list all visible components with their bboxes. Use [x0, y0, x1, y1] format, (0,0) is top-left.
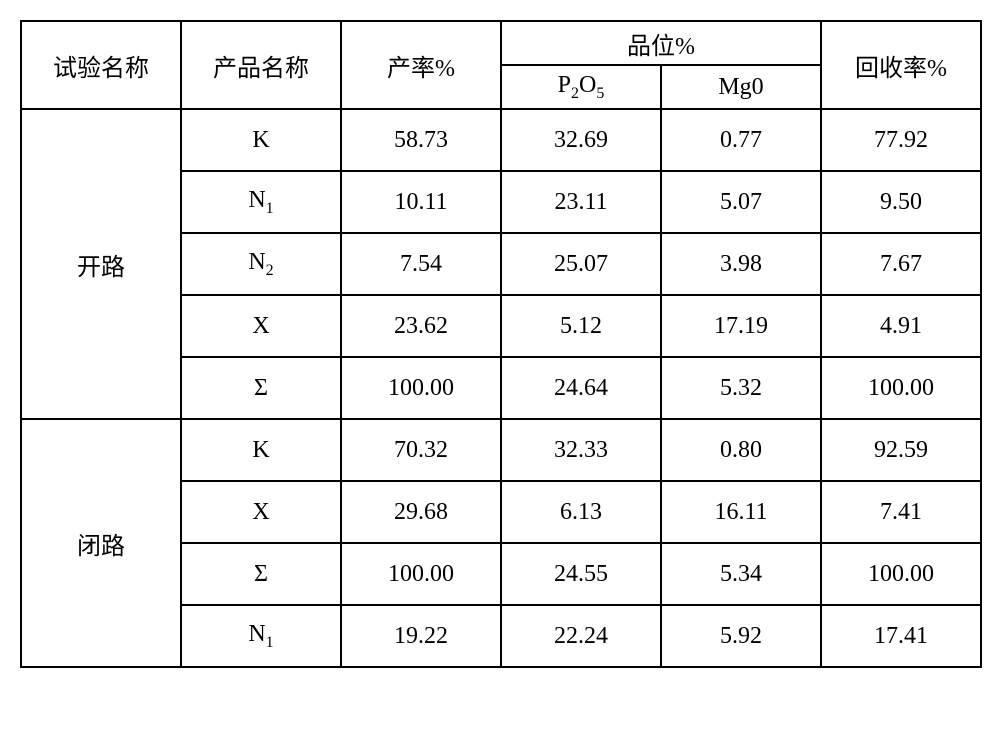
cell-p2o5: 32.33: [501, 419, 661, 481]
table-row: 闭路 K 70.32 32.33 0.80 92.59: [21, 419, 981, 481]
cell-mgo: 5.34: [661, 543, 821, 605]
cell-p2o5: 24.64: [501, 357, 661, 419]
cell-recovery: 77.92: [821, 109, 981, 171]
cell-product: N1: [181, 605, 341, 667]
cell-product: K: [181, 109, 341, 171]
cell-mgo: 5.07: [661, 171, 821, 233]
cell-product: K: [181, 419, 341, 481]
cell-product: Σ: [181, 357, 341, 419]
cell-recovery: 7.67: [821, 233, 981, 295]
cell-yield: 10.11: [341, 171, 501, 233]
cell-yield: 23.62: [341, 295, 501, 357]
col-test-name: 试验名称: [21, 21, 181, 109]
cell-product: Σ: [181, 543, 341, 605]
cell-p2o5: 5.12: [501, 295, 661, 357]
cell-recovery: 100.00: [821, 543, 981, 605]
cell-product: X: [181, 295, 341, 357]
cell-yield: 100.00: [341, 357, 501, 419]
cell-recovery: 4.91: [821, 295, 981, 357]
cell-p2o5: 22.24: [501, 605, 661, 667]
table-body: 开路 K 58.73 32.69 0.77 77.92 N1 10.11 23.…: [21, 109, 981, 667]
cell-yield: 19.22: [341, 605, 501, 667]
cell-recovery: 9.50: [821, 171, 981, 233]
cell-yield: 7.54: [341, 233, 501, 295]
col-grade-group: 品位%: [501, 21, 821, 65]
cell-recovery: 17.41: [821, 605, 981, 667]
cell-mgo: 16.11: [661, 481, 821, 543]
cell-product: X: [181, 481, 341, 543]
cell-recovery: 100.00: [821, 357, 981, 419]
cell-mgo: 5.32: [661, 357, 821, 419]
cell-p2o5: 24.55: [501, 543, 661, 605]
cell-p2o5: 6.13: [501, 481, 661, 543]
col-p2o5: P2O5: [501, 65, 661, 109]
cell-product: N1: [181, 171, 341, 233]
col-product-name: 产品名称: [181, 21, 341, 109]
cell-p2o5: 23.11: [501, 171, 661, 233]
cell-mgo: 0.80: [661, 419, 821, 481]
cell-recovery: 7.41: [821, 481, 981, 543]
cell-mgo: 5.92: [661, 605, 821, 667]
cell-recovery: 92.59: [821, 419, 981, 481]
cell-mgo: 3.98: [661, 233, 821, 295]
cell-yield: 58.73: [341, 109, 501, 171]
cell-p2o5: 25.07: [501, 233, 661, 295]
col-recovery: 回收率%: [821, 21, 981, 109]
table-row: 开路 K 58.73 32.69 0.77 77.92: [21, 109, 981, 171]
cell-yield: 29.68: [341, 481, 501, 543]
cell-p2o5: 32.69: [501, 109, 661, 171]
cell-mgo: 17.19: [661, 295, 821, 357]
col-mgo: Mg0: [661, 65, 821, 109]
results-table: 试验名称 产品名称 产率% 品位% 回收率% P2O5 Mg0 开路 K 58.…: [20, 20, 982, 668]
group-name-cell: 开路: [21, 109, 181, 419]
cell-yield: 70.32: [341, 419, 501, 481]
cell-yield: 100.00: [341, 543, 501, 605]
cell-mgo: 0.77: [661, 109, 821, 171]
col-yield: 产率%: [341, 21, 501, 109]
group-name-cell: 闭路: [21, 419, 181, 667]
cell-product: N2: [181, 233, 341, 295]
